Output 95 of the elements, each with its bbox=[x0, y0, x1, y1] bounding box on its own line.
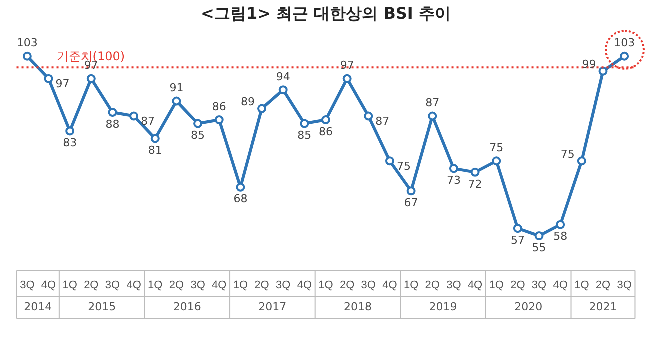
data-label: 75 bbox=[560, 148, 575, 162]
data-label: 75 bbox=[396, 160, 411, 174]
point bbox=[556, 220, 566, 230]
data-label: 87 bbox=[141, 115, 156, 128]
text: 2019 bbox=[429, 300, 458, 314]
point bbox=[172, 96, 182, 106]
data-label: 72 bbox=[468, 178, 482, 191]
x-tick-label: 1Q bbox=[574, 279, 590, 292]
x-tick-label: 4Q bbox=[382, 279, 398, 292]
data-label: 68 bbox=[234, 192, 248, 206]
text: 2016 bbox=[173, 300, 202, 314]
point bbox=[194, 119, 203, 128]
x-tick-label: 3Q bbox=[276, 279, 292, 292]
data-label: 88 bbox=[106, 118, 120, 131]
text: 2020 bbox=[514, 300, 543, 314]
x-tick-label: 1Q bbox=[489, 279, 504, 292]
data-label: 103 bbox=[614, 36, 636, 50]
x-tick-label: 4Q bbox=[553, 279, 568, 292]
data-label: 86 bbox=[319, 125, 333, 138]
point bbox=[44, 74, 54, 84]
x-tick-label: 4Q bbox=[297, 279, 312, 292]
x-tick-label: 2Q bbox=[596, 279, 612, 292]
data-label: 91 bbox=[170, 82, 184, 95]
x-tick-label: 3Q bbox=[532, 279, 548, 292]
point bbox=[598, 66, 608, 76]
point bbox=[66, 126, 75, 136]
x-tick-label: 3Q bbox=[190, 279, 206, 292]
point bbox=[385, 156, 394, 166]
point bbox=[22, 52, 32, 61]
x-tick-label: 2Q bbox=[340, 279, 356, 292]
data-label: 85 bbox=[191, 129, 206, 142]
data-label: 86 bbox=[212, 100, 226, 114]
x-tick-label: 1Q bbox=[318, 279, 334, 292]
point bbox=[577, 156, 586, 166]
data-label: 97 bbox=[340, 59, 354, 72]
x-tick-label: 4Q bbox=[468, 279, 484, 292]
x-tick-label: 3Q bbox=[105, 279, 121, 292]
data-label: 58 bbox=[554, 230, 568, 244]
x-tick-label: 2Q bbox=[510, 279, 526, 292]
data-label: 87 bbox=[376, 115, 390, 128]
data-label: 87 bbox=[426, 96, 440, 110]
x-tick-label: 2Q bbox=[84, 279, 100, 292]
point bbox=[258, 104, 267, 114]
x-tick-label: 3Q bbox=[617, 279, 632, 292]
x-tick-label: 1Q bbox=[233, 279, 248, 292]
x-tick-label: 4Q bbox=[212, 279, 228, 292]
data-label: 55 bbox=[532, 241, 546, 254]
point bbox=[130, 112, 139, 121]
point bbox=[513, 224, 522, 234]
point bbox=[150, 134, 160, 144]
point bbox=[342, 74, 352, 84]
data-label: 89 bbox=[241, 96, 256, 109]
x-tick-label: 1Q bbox=[148, 279, 164, 292]
point bbox=[236, 182, 246, 192]
x-tick-label: 1Q bbox=[62, 279, 78, 292]
point bbox=[492, 156, 502, 166]
data-label: 75 bbox=[490, 142, 504, 155]
data-label: 94 bbox=[276, 70, 290, 84]
data-label: 103 bbox=[16, 36, 38, 50]
x-tick-label: 4Q bbox=[126, 279, 142, 292]
x-tick-label: 1Q bbox=[404, 279, 420, 292]
data-label: 81 bbox=[148, 144, 162, 158]
data-label: 99 bbox=[582, 58, 596, 72]
x-tick-label: 3Q bbox=[361, 279, 376, 292]
x-tick-label: 4Q bbox=[41, 279, 57, 292]
x-tick-label: 2Q bbox=[254, 279, 270, 292]
point bbox=[406, 186, 416, 196]
point bbox=[428, 112, 438, 121]
point bbox=[364, 112, 374, 121]
point bbox=[470, 168, 480, 177]
text: 2021 bbox=[589, 300, 618, 314]
point bbox=[620, 52, 630, 61]
chart-title: <그림1> 최근 대한상의 BSI 추이 bbox=[200, 4, 452, 25]
point bbox=[278, 86, 288, 95]
data-label: 57 bbox=[510, 234, 525, 247]
text: 2017 bbox=[258, 300, 287, 314]
point bbox=[322, 116, 330, 125]
data-label: 85 bbox=[298, 129, 312, 142]
data-label: 73 bbox=[446, 174, 461, 188]
point bbox=[108, 108, 118, 118]
x-tick-label: 2Q bbox=[425, 279, 440, 292]
text: 2015 bbox=[88, 300, 116, 314]
data-label: 97 bbox=[56, 78, 70, 91]
point bbox=[86, 74, 96, 84]
point bbox=[300, 119, 310, 128]
x-tick-label: 3Q bbox=[446, 279, 462, 292]
point bbox=[449, 164, 458, 174]
point bbox=[214, 116, 224, 125]
text: 2018 bbox=[344, 300, 372, 314]
x-tick-label: 2Q bbox=[169, 279, 184, 292]
point bbox=[534, 232, 544, 241]
text: 2014 bbox=[24, 300, 52, 314]
data-label: 83 bbox=[63, 136, 78, 150]
data-label: 67 bbox=[404, 196, 418, 210]
x-tick-label: 3Q bbox=[20, 279, 36, 292]
